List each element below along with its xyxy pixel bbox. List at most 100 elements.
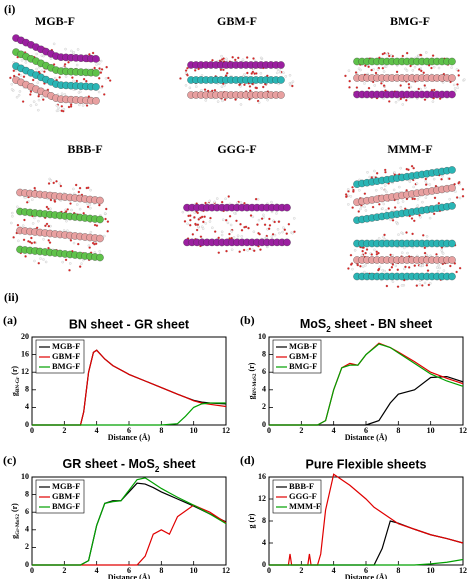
water-atom — [186, 66, 189, 70]
water-atom — [248, 85, 252, 88]
water-atom — [42, 98, 45, 101]
water-atom — [344, 74, 347, 78]
water-atom — [357, 210, 360, 213]
water-atom — [455, 196, 459, 199]
water-atom — [425, 253, 429, 257]
y-axis-label-sub: BN-MoS2 — [252, 373, 258, 395]
y-tick-label: 4 — [25, 525, 29, 534]
water-atom — [77, 190, 81, 194]
water-atom — [275, 212, 278, 215]
water-atom — [364, 209, 368, 212]
water-atom — [259, 72, 263, 75]
water-atom — [225, 219, 228, 222]
legend-label: BBB-F — [289, 481, 314, 491]
legend-label: BMG-F — [52, 501, 80, 511]
water-atom — [21, 100, 25, 103]
water-atom — [44, 260, 48, 264]
water-atom — [393, 206, 397, 209]
water-atom — [85, 79, 88, 83]
chart-title-sub: 2 — [155, 465, 160, 474]
water-atom — [88, 203, 91, 206]
water-atom — [290, 81, 293, 85]
chart-title-part: MoS — [300, 317, 326, 331]
water-atom — [39, 257, 42, 260]
water-atom — [230, 248, 234, 251]
water-atom — [388, 54, 391, 58]
water-atom — [262, 85, 265, 89]
water-atom — [364, 251, 367, 255]
water-atom — [98, 203, 101, 207]
water-atom — [201, 225, 204, 228]
y-tick-label: 0 — [262, 420, 266, 429]
water-atom — [383, 188, 387, 192]
water-atom — [252, 57, 255, 60]
water-atom — [225, 249, 228, 253]
water-atom — [95, 224, 99, 227]
water-atom — [424, 196, 428, 199]
water-atom — [449, 264, 452, 268]
water-atom — [193, 211, 196, 214]
water-atom — [213, 200, 216, 204]
water-atom — [211, 226, 214, 229]
water-atom — [89, 230, 93, 234]
water-atom — [99, 59, 103, 63]
chart-title: MoS2 sheet - BN sheet — [300, 317, 433, 333]
legend-label: GBM-F — [52, 491, 80, 501]
water-atom — [384, 168, 387, 172]
water-atom — [423, 84, 426, 87]
water-atom — [368, 175, 371, 179]
water-atom — [293, 217, 296, 220]
water-atom — [103, 234, 106, 238]
water-atom — [415, 284, 419, 287]
water-atom — [351, 206, 354, 209]
x-tick-label: 12 — [222, 566, 230, 575]
panel-label: (i) — [4, 2, 15, 16]
water-atom — [352, 190, 355, 193]
water-atom — [411, 197, 414, 201]
water-atom — [224, 197, 227, 201]
water-atom — [68, 269, 71, 272]
water-atom — [18, 90, 22, 93]
water-atom — [216, 100, 220, 103]
water-atom — [400, 284, 404, 287]
water-atom — [248, 247, 252, 251]
water-atom — [33, 241, 36, 244]
y-tick-label: 2 — [25, 542, 29, 551]
water-atom — [428, 183, 432, 186]
water-atom — [415, 182, 419, 185]
y-axis-label: g (r) — [247, 513, 256, 528]
structure-label: MMM-F — [387, 142, 432, 156]
water-atom — [234, 58, 237, 62]
data-line — [32, 477, 227, 566]
water-atom — [194, 69, 197, 72]
water-atom — [355, 86, 359, 89]
sheet-atom — [448, 90, 456, 99]
water-atom — [204, 222, 207, 225]
water-atom — [383, 233, 386, 237]
water-atom — [35, 103, 38, 106]
water-atom — [243, 73, 246, 76]
water-atom — [291, 84, 294, 88]
water-atom — [384, 209, 388, 212]
water-atom — [291, 231, 294, 235]
water-atom — [438, 266, 441, 270]
water-atom — [403, 246, 406, 250]
sheet-atom — [448, 202, 456, 210]
legend-label: MGB-F — [52, 341, 80, 351]
water-atom — [49, 198, 53, 202]
water-atom — [203, 215, 206, 218]
water-atom — [247, 226, 250, 230]
sheet-atom — [448, 184, 456, 192]
water-atom — [360, 254, 364, 257]
water-atom — [347, 267, 350, 270]
water-atom — [87, 244, 91, 247]
water-atom — [257, 232, 260, 235]
water-atom — [204, 99, 207, 102]
water-atom — [211, 58, 214, 62]
water-atom — [230, 230, 233, 233]
water-atom — [208, 220, 212, 223]
water-atom — [217, 236, 220, 240]
water-atom — [259, 56, 263, 60]
y-tick-label: 6 — [25, 507, 29, 516]
water-atom — [24, 255, 27, 258]
